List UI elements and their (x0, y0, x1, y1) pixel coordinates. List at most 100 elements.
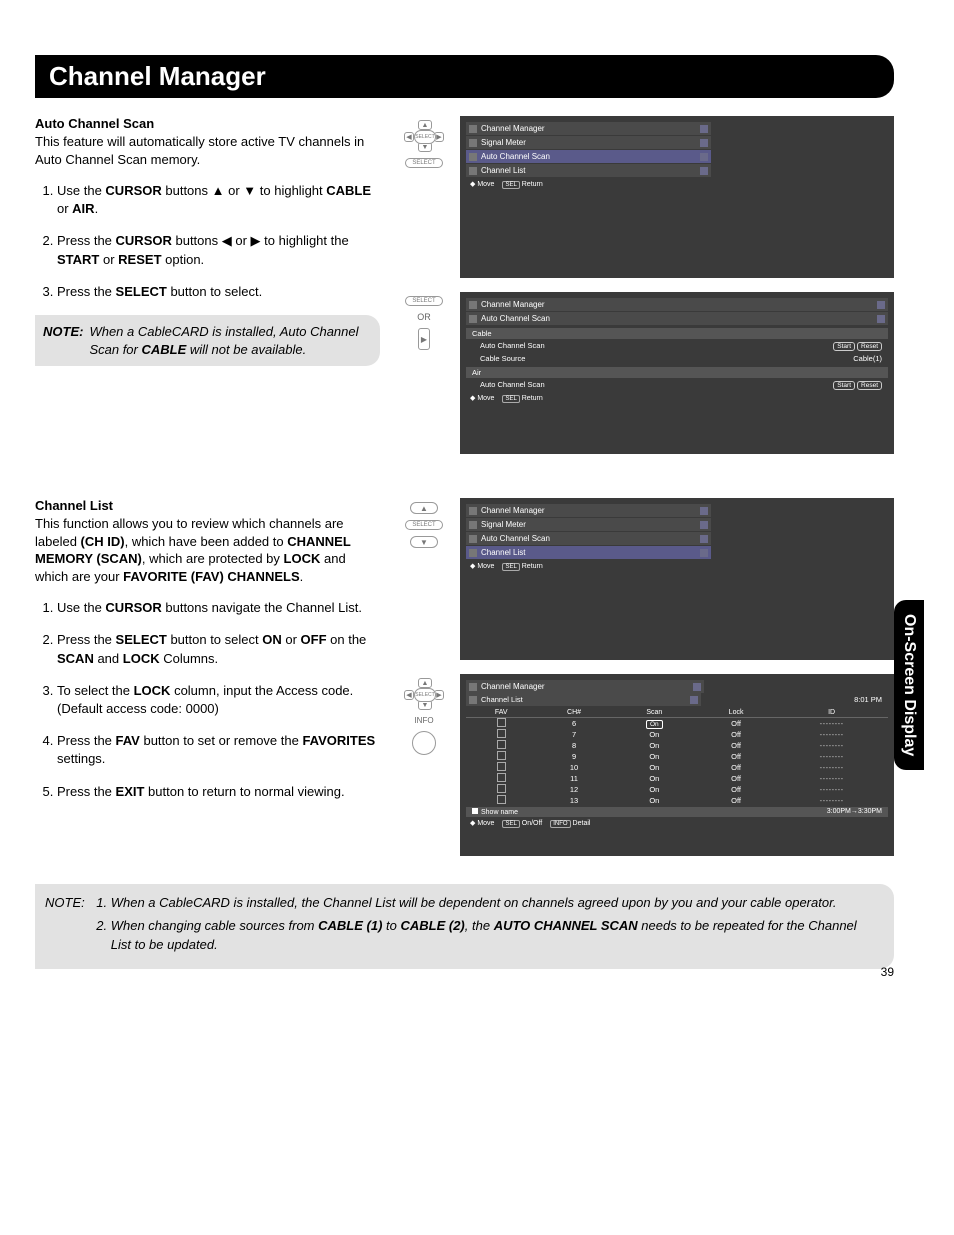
text: buttons ◀ or ▶ to highlight the (172, 233, 349, 248)
menu-icon (469, 315, 477, 323)
auto-scan-intro: This feature will automatically store ac… (35, 133, 380, 168)
select-button-icon: SELECT (414, 130, 436, 144)
fav-checkbox-icon (497, 773, 506, 782)
text: LOCK (123, 651, 160, 666)
hint-label: Return (522, 395, 543, 402)
left-arrow-icon: ◀ (404, 690, 414, 700)
tv-screen-scan: Channel Manager Auto Channel Scan Cable … (460, 292, 894, 454)
menu-label: Channel List (481, 166, 525, 175)
row-label: Auto Channel Scan (480, 341, 545, 351)
text: option. (162, 252, 205, 267)
menu-label: Channel List (481, 695, 523, 704)
text: SCAN (57, 651, 94, 666)
menu-label: Channel Manager (481, 682, 545, 691)
key-label: SEL (502, 820, 519, 828)
text: to (382, 918, 400, 933)
text: CABLE (2) (400, 918, 464, 933)
key-label: SEL (502, 181, 519, 189)
text: . (300, 569, 304, 584)
text: EXIT (116, 784, 145, 799)
menu-item: Channel List (466, 546, 711, 559)
page-number: 39 (881, 965, 894, 979)
select-button-icon: SELECT (414, 688, 436, 702)
hint-bar: ◆ Move SEL Return (466, 178, 711, 190)
auto-scan-heading: Auto Channel Scan (35, 116, 380, 131)
menu-icon (469, 167, 477, 175)
text: Use the (57, 183, 105, 198)
caret-icon (877, 315, 885, 323)
menu-label: Channel Manager (481, 300, 545, 309)
key-label: INFO (550, 820, 570, 828)
sub-row: Auto Channel Scan StartReset (466, 340, 888, 352)
text: on the (327, 632, 367, 647)
text: SELECT (116, 284, 167, 299)
text: buttons ▲ or ▼ to highlight (162, 183, 327, 198)
text: will not be available. (186, 342, 306, 357)
text: To select the (57, 683, 134, 698)
menu-icon (469, 153, 477, 161)
hint-label: Move (477, 563, 494, 570)
select-pill: SELECT (405, 520, 442, 530)
menu-item: Channel Manager (466, 680, 704, 693)
section-label: Cable (466, 328, 888, 339)
text: AUTO CHANNEL SCAN (494, 918, 638, 933)
menu-item: Channel List (466, 164, 711, 177)
remote-dpad: ▲ ▼ ◀ ▶ SELECT SELECT (398, 116, 450, 278)
clock-label: 8:01 PM (854, 695, 882, 704)
show-name-label: Show name (481, 809, 518, 816)
remote-dpad-info: ▲ ▼ ◀ ▶ SELECT INFO (398, 674, 450, 856)
table-row: 10OnOff-------- (466, 762, 888, 773)
channel-list-heading: Channel List (35, 498, 380, 513)
tv-screen-channel-list: Channel Manager Channel List 8:01 PM FAV… (460, 674, 894, 856)
down-arrow-icon: ▼ (410, 536, 438, 548)
text: CURSOR (105, 183, 161, 198)
menu-item: Auto Channel Scan (466, 312, 888, 325)
up-arrow-icon: ▲ (418, 120, 432, 130)
select-pill: SELECT (405, 158, 442, 168)
menu-label: Auto Channel Scan (481, 152, 550, 161)
time-range: 3:00PM→3:30PM (827, 808, 882, 816)
text: Press the (57, 284, 116, 299)
menu-item: Channel List (466, 693, 701, 706)
table-row: 7OnOff-------- (466, 729, 888, 740)
table-row: 12OnOff-------- (466, 784, 888, 795)
square-icon (472, 808, 478, 814)
caret-icon (700, 507, 708, 515)
text: , the (465, 918, 494, 933)
caret-icon (700, 153, 708, 161)
menu-label: Channel List (481, 548, 525, 557)
menu-icon (469, 507, 477, 515)
hint-bar: ◆ Move SEL Return (466, 560, 711, 572)
menu-label: Channel Manager (481, 506, 545, 515)
info-button-icon (412, 731, 436, 755)
left-arrow-icon: ◀ (404, 132, 414, 142)
caret-icon (700, 521, 708, 529)
text: Use the (57, 600, 105, 615)
text: FAVORITES (302, 733, 375, 748)
text: FAV (116, 733, 140, 748)
note-item: When changing cable sources from CABLE (… (111, 917, 880, 955)
menu-item: Signal Meter (466, 518, 711, 531)
menu-icon (469, 535, 477, 543)
fav-checkbox-icon (497, 762, 506, 771)
menu-label: Signal Meter (481, 138, 526, 147)
text: or (99, 252, 118, 267)
hint-label: Move (477, 181, 494, 188)
text: Press the (57, 632, 116, 647)
text: START (57, 252, 99, 267)
table-row: 6OnOff-------- (466, 718, 888, 730)
fav-checkbox-icon (497, 740, 506, 749)
text: , which are protected by (142, 551, 284, 566)
menu-icon (469, 139, 477, 147)
menu-item: Auto Channel Scan (466, 150, 711, 163)
hint-bar: ◆ Move SEL On/Off INFO Detail (466, 817, 888, 829)
key-label: SEL (502, 395, 519, 403)
start-chip: Start (833, 342, 855, 351)
text: CURSOR (116, 233, 172, 248)
menu-item: Channel Manager (466, 504, 711, 517)
text: CABLE (141, 342, 186, 357)
caret-icon (700, 125, 708, 133)
auto-scan-steps: Use the CURSOR buttons ▲ or ▼ to highlig… (35, 182, 380, 301)
sub-row: Auto Channel Scan StartReset (466, 379, 888, 391)
row-label: Cable Source (480, 354, 525, 363)
